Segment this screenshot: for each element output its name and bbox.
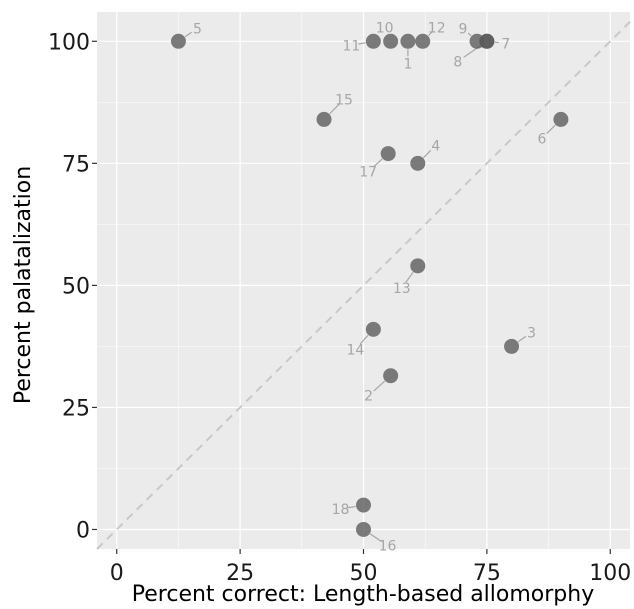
label-connector: [423, 149, 432, 159]
point-label: 2: [364, 389, 373, 405]
point-label: 5: [193, 21, 202, 37]
data-point: [410, 258, 426, 274]
data-point: [356, 497, 371, 513]
x-tick-label: 75: [473, 561, 501, 586]
data-point: [365, 33, 381, 49]
point-label: 6: [537, 131, 546, 147]
data-point: [504, 338, 520, 354]
point-label: 1: [403, 56, 412, 72]
x-tick-label: 100: [589, 561, 631, 586]
data-point: [383, 33, 399, 49]
label-connector: [347, 505, 356, 509]
data-point: [365, 321, 381, 337]
label-connector: [369, 533, 383, 543]
grid-lines: [97, 12, 630, 549]
label-connector: [359, 334, 369, 345]
y-tick-label: 75: [62, 152, 90, 177]
label-connector: [546, 124, 556, 134]
x-tick-label: 25: [226, 561, 254, 586]
data-point: [316, 111, 332, 127]
data-point: [553, 111, 569, 127]
data-point: [415, 33, 431, 49]
point-label: 17: [359, 165, 377, 181]
point-label: 13: [393, 281, 411, 297]
data-point: [469, 33, 485, 49]
y-tick-label: 50: [62, 274, 90, 299]
point-label: 16: [379, 538, 397, 554]
x-tick-label: 50: [350, 561, 378, 586]
label-connector: [427, 31, 433, 37]
point-label: 11: [342, 38, 360, 54]
data-point: [356, 521, 371, 537]
data-point: [410, 155, 426, 171]
y-tick-label: 100: [48, 30, 90, 55]
axis-ticks: 0 25 50 75 100 0 25 50 75 100: [48, 30, 631, 586]
label-connectors: [184, 31, 556, 543]
y-tick-label: 25: [62, 396, 90, 421]
label-connector: [467, 32, 472, 37]
label-connector: [405, 271, 414, 283]
label-connector: [184, 31, 192, 38]
point-label: 4: [431, 138, 440, 154]
point-label: 9: [459, 21, 468, 37]
data-points: [170, 33, 569, 537]
label-connector: [373, 380, 386, 392]
point-label: 3: [527, 325, 536, 341]
label-connector: [517, 335, 527, 343]
point-label: 7: [501, 36, 510, 52]
x-tick-label: 0: [110, 561, 124, 586]
data-point: [170, 33, 186, 49]
label-connector: [372, 158, 383, 168]
y-tick-label: 0: [76, 518, 90, 543]
data-point: [380, 146, 396, 162]
point-label: 8: [453, 54, 462, 70]
x-axis-title: Percent correct: Length-based allomorphy: [132, 582, 594, 607]
data-point: [400, 33, 416, 49]
data-point: [383, 368, 399, 384]
point-label: 18: [332, 502, 350, 518]
y-axis-title: Percent palatalization: [11, 166, 36, 404]
point-label: 10: [376, 20, 394, 36]
point-label: 14: [346, 342, 364, 358]
label-connector: [358, 42, 366, 45]
label-connector: [329, 103, 340, 115]
point-label: 15: [335, 92, 353, 108]
point-label: 12: [428, 20, 446, 36]
